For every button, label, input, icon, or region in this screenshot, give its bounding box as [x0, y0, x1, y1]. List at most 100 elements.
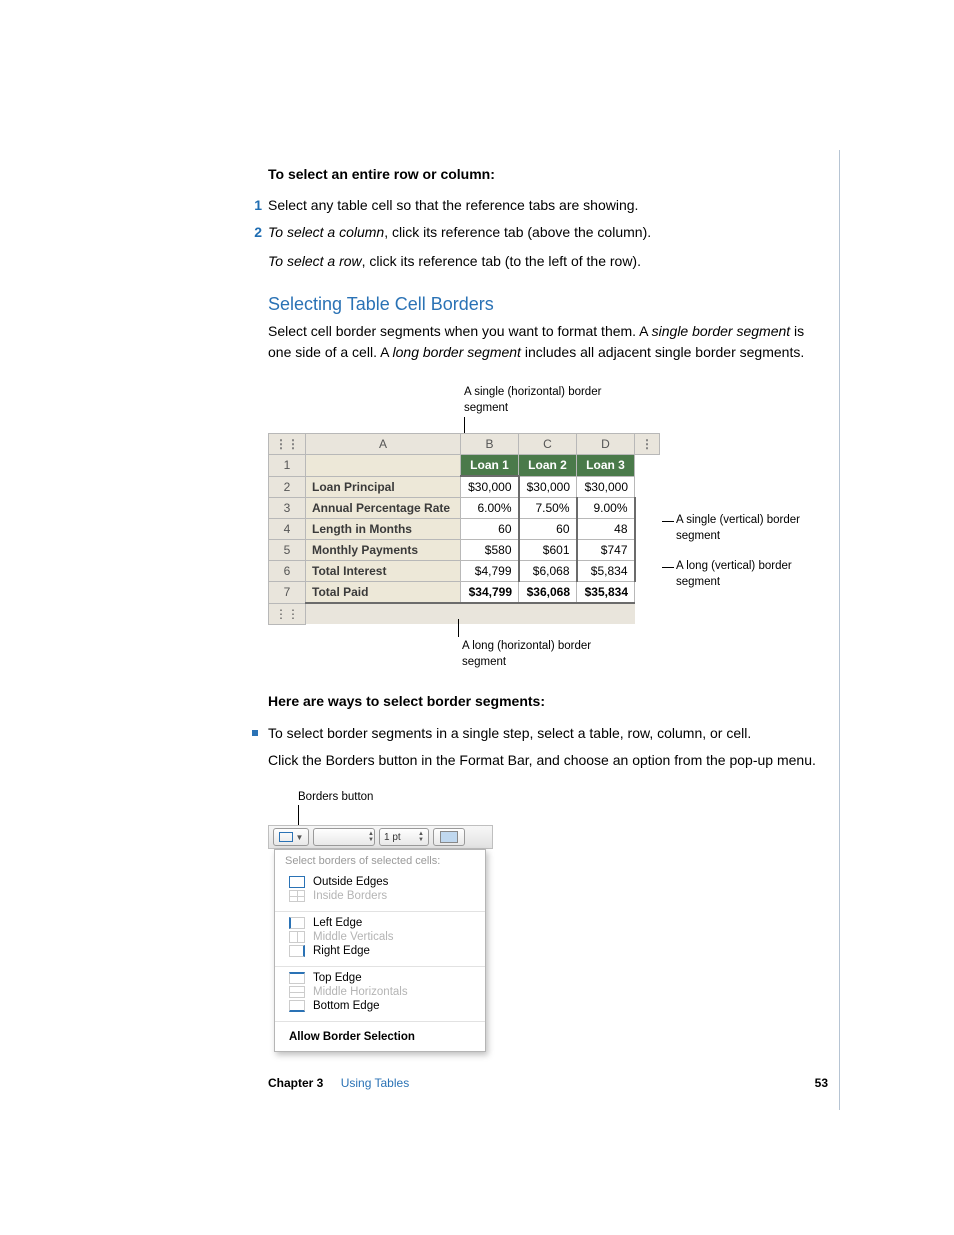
callout-right2: A long (vertical) border segment: [676, 559, 826, 590]
r6-d: $5,834: [577, 561, 635, 582]
p1b: single border segment: [652, 323, 791, 339]
popup-item: Middle Verticals: [275, 930, 485, 944]
r5-b: $580: [461, 540, 519, 561]
bottom-icon: [289, 1000, 305, 1012]
footer-chapter: Chapter 3: [268, 1076, 323, 1090]
step-2-rest: , click its reference tab (above the col…: [384, 224, 651, 240]
page-footer: Chapter 3 Using Tables 53: [268, 1076, 828, 1090]
line-style-select[interactable]: ▲▼: [313, 828, 375, 846]
popup-group-1: Outside Edges Inside Borders: [275, 873, 485, 909]
popup-item[interactable]: Left Edge: [275, 916, 485, 930]
chevron-down-icon: ▼: [296, 833, 304, 842]
loan-1: Loan 1: [461, 455, 519, 477]
popup-label: Borders button: [298, 791, 373, 803]
r2-d: $30,000: [577, 476, 635, 498]
col-header-row: ⋮⋮ A B C D ⋮: [269, 434, 660, 455]
loan-3: Loan 3: [577, 455, 635, 477]
bullet-icon: [252, 730, 258, 736]
callout-bottom-line: [458, 619, 459, 637]
r3-c: 7.50%: [519, 498, 577, 519]
step-2-num: 2: [250, 222, 268, 243]
color-swatch-button[interactable]: [433, 828, 465, 846]
row-5-hdr: 5: [269, 540, 306, 561]
inside-icon: [289, 890, 305, 902]
tail-row: ⋮⋮: [269, 603, 660, 624]
r4-c: 60: [519, 519, 577, 540]
top-icon: [289, 972, 305, 984]
popup-lead-line: [298, 805, 299, 825]
r3-label: Annual Percentage Rate: [306, 498, 461, 519]
popup-item-label: Middle Verticals: [313, 931, 394, 943]
footer-title: Using Tables: [341, 1076, 409, 1090]
p1a: Select cell border segments when you wan…: [268, 323, 652, 339]
r7-b: $34,799: [461, 582, 519, 604]
popup-item[interactable]: Right Edge: [275, 944, 485, 958]
r6-b: $4,799: [461, 561, 519, 582]
popup-header: Select borders of selected cells:: [275, 850, 485, 873]
popup-item[interactable]: Outside Edges: [275, 875, 485, 889]
r2-c: $30,000: [519, 476, 577, 498]
row-1: 1 Loan 1 Loan 2 Loan 3: [269, 455, 660, 477]
step-1: 1 Select any table cell so that the refe…: [268, 195, 828, 216]
r4-b: 60: [461, 519, 519, 540]
row-6: 6 Total Interest $4,799 $6,068 $5,834: [269, 561, 660, 582]
r3-d: 9.00%: [577, 498, 635, 519]
p1d: long border segment: [393, 344, 521, 360]
footer-left: Chapter 3 Using Tables: [268, 1076, 409, 1090]
col-a: A: [306, 434, 461, 455]
popup-item[interactable]: Top Edge: [275, 971, 485, 985]
r2-label: Loan Principal: [306, 476, 461, 498]
r4-label: Length in Months: [306, 519, 461, 540]
r5-d: $747: [577, 540, 635, 561]
popup-item-label: Outside Edges: [313, 876, 388, 888]
step-2-text: To select a column, click its reference …: [268, 222, 651, 243]
r5-c: $601: [519, 540, 577, 561]
row-2-hdr: 2: [269, 476, 306, 498]
popup-item-label: Right Edge: [313, 945, 370, 957]
color-swatch: [440, 831, 458, 843]
popup-item-label: Inside Borders: [313, 890, 387, 902]
r4-d: 48: [577, 519, 635, 540]
page-content: To select an entire row or column: 1 Sel…: [268, 164, 828, 1071]
callout-bottom: A long (horizontal) border segment: [462, 639, 602, 670]
step-1-text: Select any table cell so that the refere…: [268, 195, 638, 216]
sep-1: [275, 911, 485, 912]
r1-label: [306, 455, 461, 477]
step-1-num: 1: [250, 195, 268, 216]
ways-bullet: To select border segments in a single st…: [268, 722, 828, 744]
popup-item[interactable]: Bottom Edge: [275, 999, 485, 1013]
col-b: B: [461, 434, 519, 455]
popup-footer[interactable]: Allow Border Selection: [275, 1024, 485, 1051]
popup-item-label: Middle Horizontals: [313, 986, 408, 998]
r6-c: $6,068: [519, 561, 577, 582]
tail-hdr: ⋮⋮: [269, 603, 306, 624]
spreadsheet-table: ⋮⋮ A B C D ⋮ 1 Loan 1 Loan 2 Loan 3 2 Lo…: [268, 433, 660, 625]
step-2: 2 To select a column, click its referenc…: [268, 222, 828, 243]
row-2: 2 Loan Principal $30,000 $30,000 $30,000: [269, 476, 660, 498]
callout-r2-line: [662, 567, 674, 568]
r7-d: $35,834: [577, 582, 635, 604]
popup-item-label: Bottom Edge: [313, 1000, 379, 1012]
row-4: 4 Length in Months 60 60 48: [269, 519, 660, 540]
line-weight-select[interactable]: 1 pt ▲▼: [379, 828, 429, 846]
r2-b: $30,000: [461, 476, 519, 498]
step-2b-text: To select a row, click its reference tab…: [268, 251, 641, 272]
col-d: D: [577, 434, 635, 455]
intro-heading: To select an entire row or column:: [268, 164, 828, 185]
pt-value: 1 pt: [384, 832, 401, 843]
step-2b-spacer: [250, 251, 268, 272]
row-4-hdr: 4: [269, 519, 306, 540]
row-1-hdr: 1: [269, 455, 306, 477]
ways-p: Click the Borders button in the Format B…: [268, 750, 828, 771]
r7-label: Total Paid: [306, 582, 461, 604]
loan-2: Loan 2: [519, 455, 577, 477]
r7-c: $36,068: [519, 582, 577, 604]
step-2b: To select a row, click its reference tab…: [268, 251, 828, 272]
callout-right1: A single (vertical) border segment: [676, 513, 826, 544]
row-7-hdr: 7: [269, 582, 306, 604]
r6-label: Total Interest: [306, 561, 461, 582]
borders-icon: [279, 832, 293, 842]
row-3-hdr: 3: [269, 498, 306, 519]
borders-button[interactable]: ▼: [273, 828, 309, 846]
popup-item: Inside Borders: [275, 889, 485, 903]
